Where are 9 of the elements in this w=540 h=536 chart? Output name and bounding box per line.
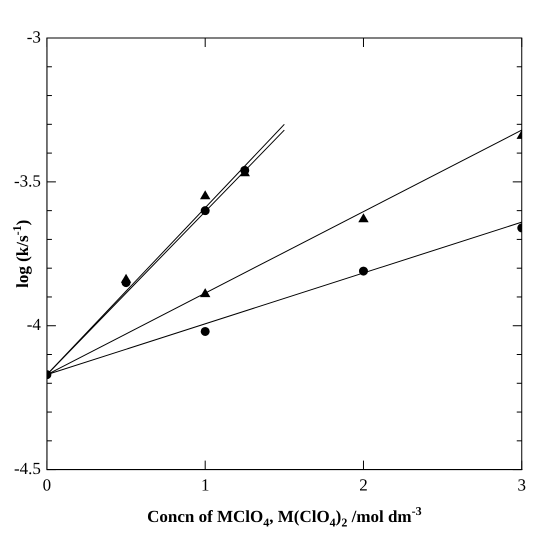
y-tick-label: -3 <box>26 27 41 46</box>
x-tick-label: 1 <box>200 475 210 494</box>
y-tick-label: -4.5 <box>14 459 41 478</box>
x-tick-label: 2 <box>359 475 368 494</box>
y-tick-label: -4 <box>26 315 42 334</box>
x-tick-label: 3 <box>518 475 526 494</box>
y-tick-label: -3.5 <box>14 171 41 190</box>
x-tick-label: 0 <box>42 475 52 494</box>
y-axis-title: log (k/s-1) <box>10 220 32 288</box>
